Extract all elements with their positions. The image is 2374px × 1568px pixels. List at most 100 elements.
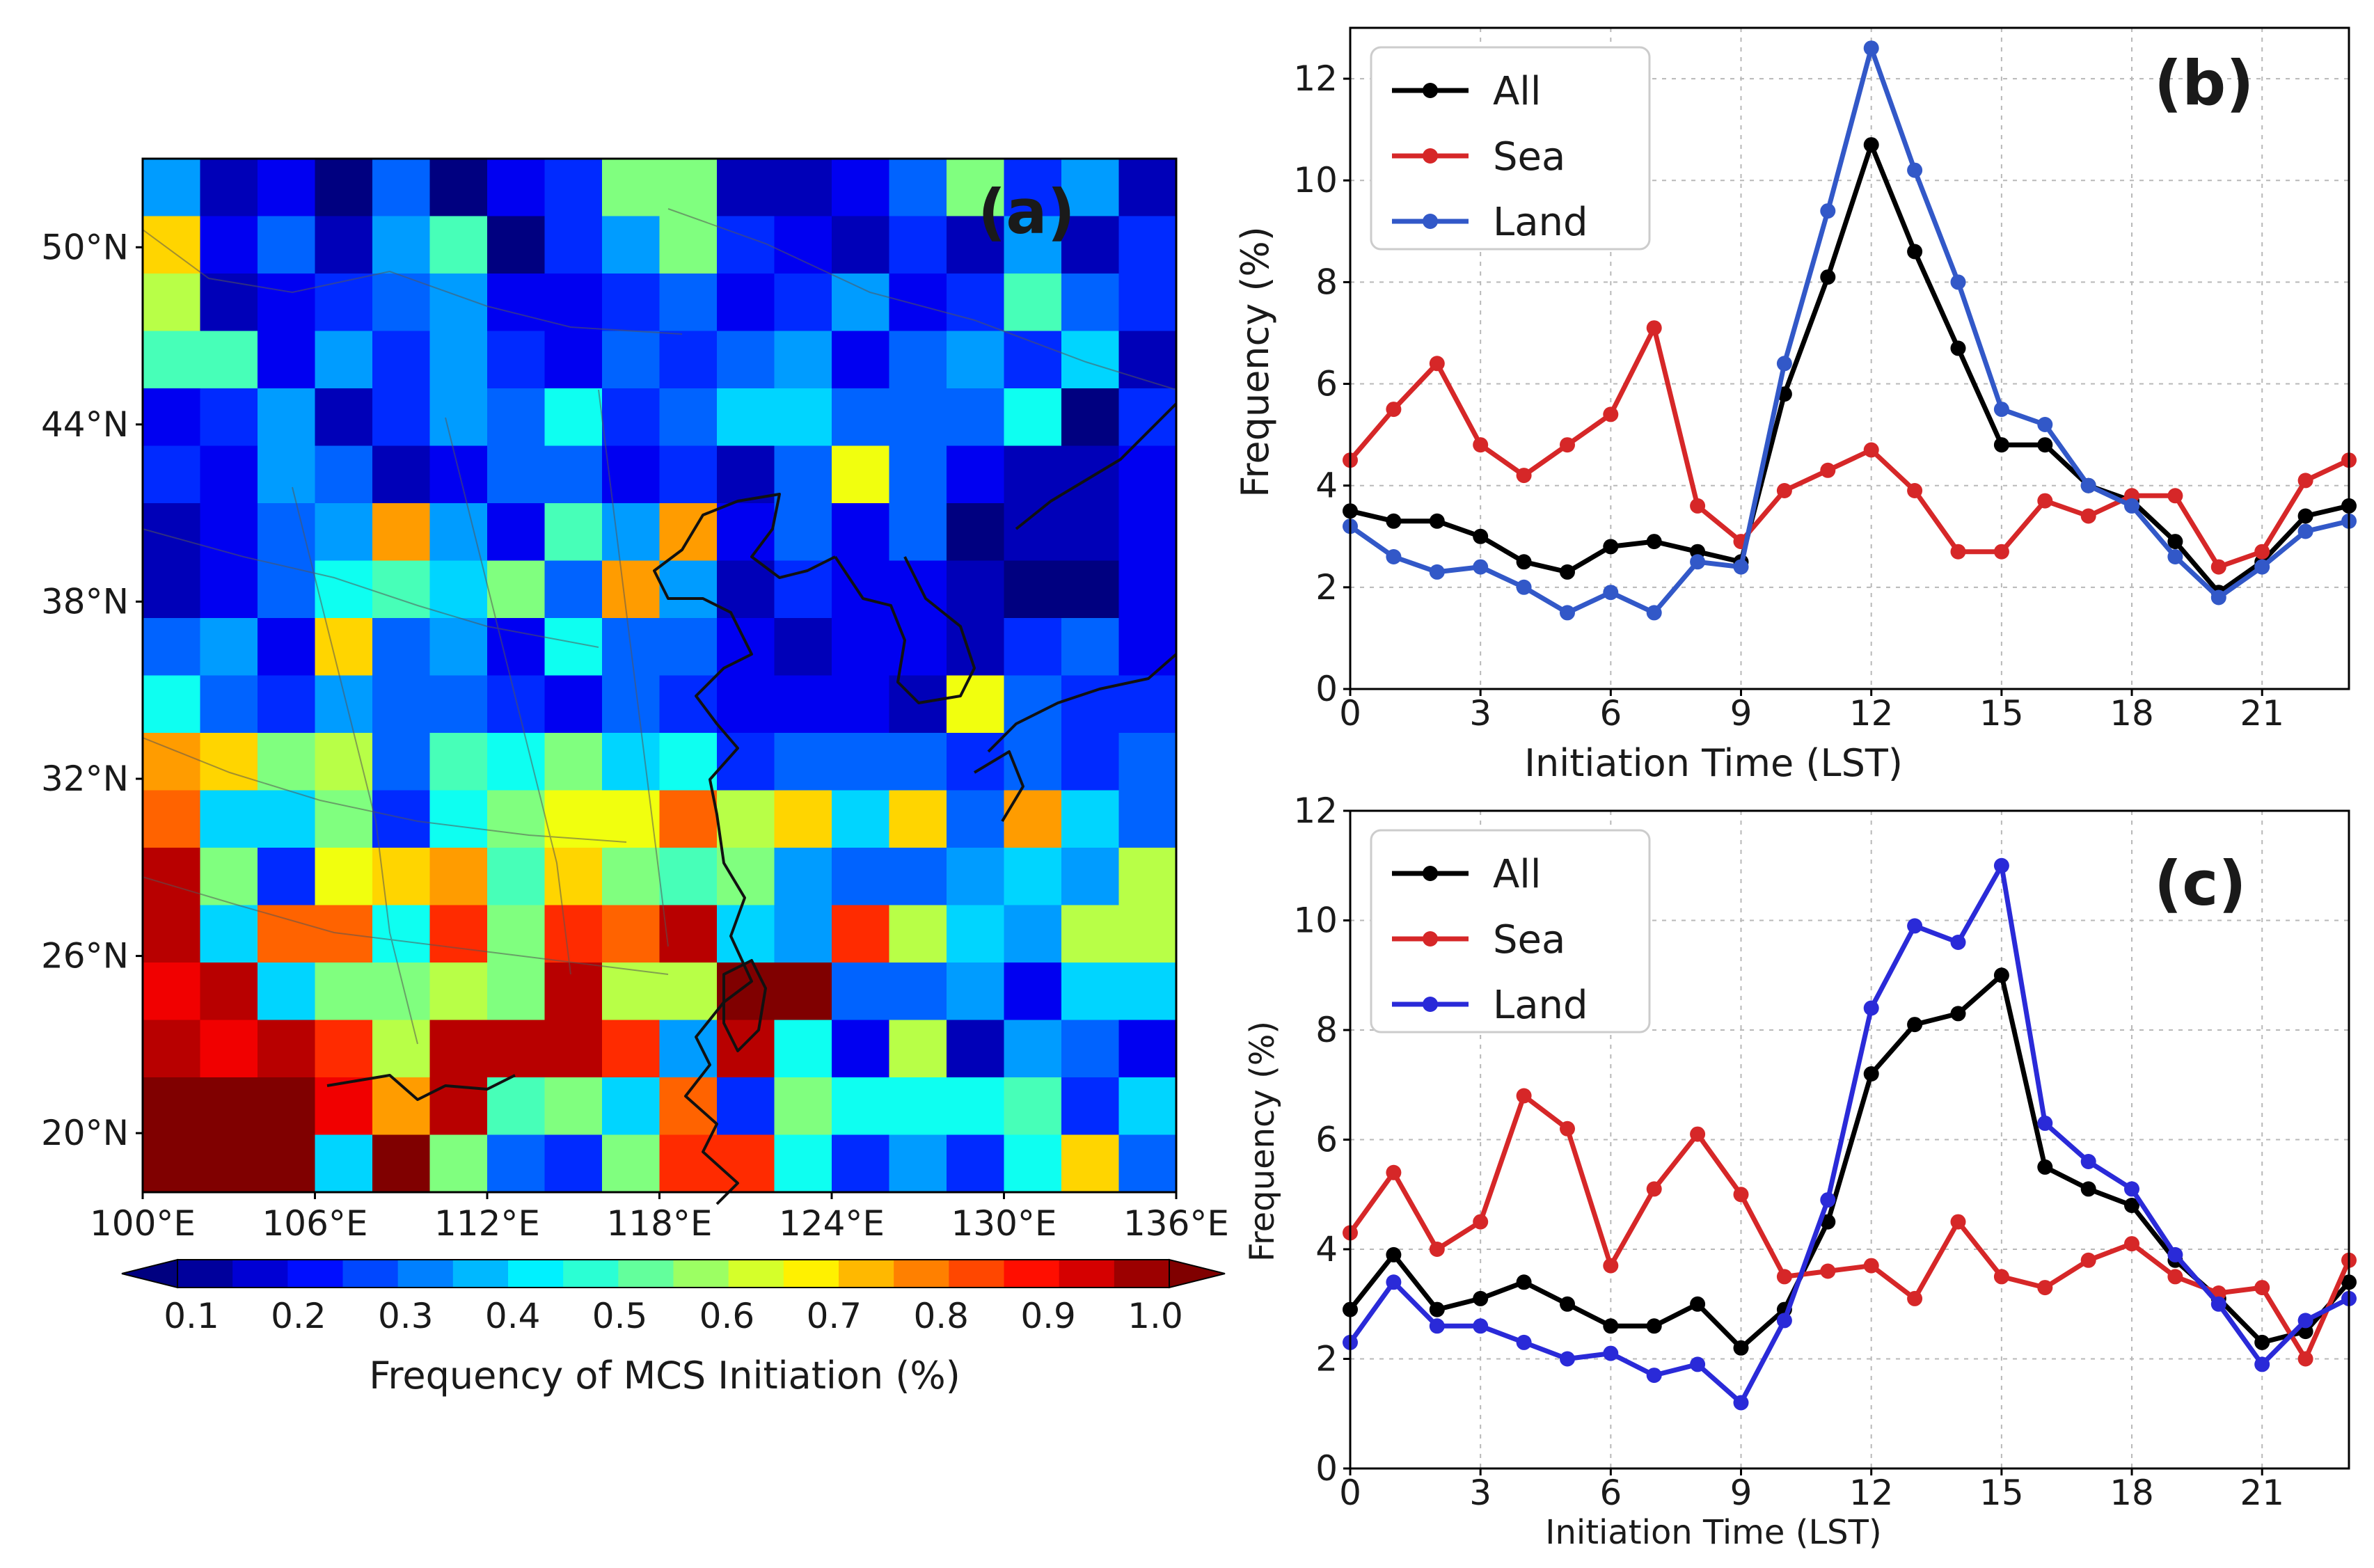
data-point-all	[1993, 437, 2009, 453]
heatmap-cell	[487, 848, 546, 906]
heatmap-cell	[143, 1020, 201, 1078]
series-sea	[1343, 320, 2357, 575]
data-point-land	[2080, 477, 2096, 493]
heatmap-cell	[832, 274, 890, 332]
heatmap-cell	[200, 790, 258, 848]
heatmap-cell	[200, 733, 258, 791]
heatmap-cell	[429, 331, 488, 389]
heatmap-cell	[258, 388, 316, 447]
heatmap-cell	[1061, 216, 1120, 274]
heatmap-cell	[258, 675, 316, 734]
heatmap-cell	[832, 216, 890, 274]
legend: All Sea Land	[1370, 829, 1651, 1034]
data-point-land	[1907, 162, 1923, 178]
heatmap-cell	[774, 503, 832, 562]
colorbar-segment	[287, 1260, 344, 1288]
heatmap-cell	[315, 733, 373, 791]
data-point-all	[1560, 564, 1575, 580]
heatmap-cell	[774, 618, 832, 676]
panel-c-plot: 0 3 6 9 12 15 18 21 0 2 4 6 8 10 12 All Sea Land	[1293, 791, 2357, 1513]
coastline-hainan	[326, 1074, 516, 1101]
x-tick-label: 136°E	[1123, 1203, 1229, 1244]
data-point-land	[1646, 605, 1662, 621]
colorbar-segment	[1059, 1260, 1115, 1288]
y-tick-label: 20°N	[41, 1113, 129, 1153]
heatmap-cell	[487, 159, 546, 217]
heatmap-cell	[1004, 159, 1062, 217]
heatmap-cell	[832, 159, 890, 217]
heatmap-cell	[602, 560, 660, 619]
x-tick-label: 3	[1469, 693, 1491, 734]
coastline-taiwan	[722, 959, 767, 1052]
heatmap-cell	[1061, 1020, 1120, 1078]
heatmap-cell	[429, 618, 488, 676]
colorbar-segment	[1114, 1260, 1170, 1288]
heatmap-cell	[1004, 445, 1062, 504]
data-point-land	[1820, 1192, 1836, 1208]
colorbar-segment	[894, 1260, 949, 1288]
heatmap-cell	[258, 1077, 316, 1136]
heatmap-cell	[544, 331, 603, 389]
heatmap-cell	[947, 733, 1005, 791]
heatmap-cell	[487, 1134, 546, 1193]
heatmap-cell	[544, 274, 603, 332]
heatmap-cell	[258, 905, 316, 963]
x-tick-label: 12	[1849, 693, 1894, 734]
data-point-land	[2254, 1356, 2270, 1372]
panel-c-line-chart: 0 3 6 9 12 15 18 21 0 2 4 6 8 10 12 All Sea Land (c) Init…	[1243, 791, 2357, 1552]
y-tick-label: 12	[1293, 791, 1338, 831]
heatmap-cell	[1061, 445, 1120, 504]
data-point-all	[2124, 1198, 2139, 1213]
heatmap-cell	[1118, 503, 1177, 562]
heatmap-cell	[717, 905, 775, 963]
heatmap-cell	[258, 1020, 316, 1078]
heatmap-cell	[372, 963, 431, 1021]
heatmap-cell	[1004, 560, 1062, 619]
heatmap-cell	[372, 790, 431, 848]
colorbar-tick-label: 1.0	[1127, 1296, 1183, 1336]
heatmap-cell	[1061, 159, 1120, 217]
data-point-all	[1516, 1274, 1532, 1290]
data-point-sea	[2037, 493, 2053, 509]
heatmap-cell	[372, 388, 431, 447]
heatmap-cell	[889, 1020, 947, 1078]
data-point-land	[1820, 203, 1836, 219]
y-tick-label: 38°N	[41, 581, 129, 621]
legend-label-all: All	[1493, 69, 1541, 114]
heatmap-cell	[889, 274, 947, 332]
heatmap-cell	[659, 331, 718, 389]
heatmap-cell	[372, 560, 431, 619]
x-tick-label: 6	[1599, 1473, 1622, 1513]
data-point-sea	[1907, 483, 1923, 498]
x-tick-label: 106°E	[262, 1203, 367, 1244]
heatmap-cell	[315, 618, 373, 676]
heatmap-cell	[774, 560, 832, 619]
data-point-all	[1386, 1246, 1402, 1262]
y-tick-label: 10	[1293, 160, 1338, 200]
data-point-land	[1993, 857, 2009, 873]
heatmap-cell	[200, 675, 258, 734]
heatmap-cell	[717, 388, 775, 447]
heatmap-cells	[143, 159, 1177, 1193]
heatmap-cell	[315, 560, 373, 619]
series-line-all	[1350, 142, 2350, 595]
heatmap-cell	[487, 963, 546, 1021]
heatmap-cell	[258, 618, 316, 676]
data-point-land	[2254, 559, 2270, 575]
heatmap-cell	[832, 675, 890, 734]
colorbar-segment	[232, 1260, 288, 1288]
panel-c-ylabel: Frequency (%)	[1243, 1021, 1282, 1262]
heatmap-cell	[947, 159, 1005, 217]
data-point-all	[1690, 1296, 1706, 1312]
data-point-land	[1950, 274, 1966, 290]
heatmap-cell	[487, 331, 546, 389]
data-point-all	[1473, 528, 1489, 544]
heatmap-cell	[659, 733, 718, 791]
legend-label-land: Land	[1493, 200, 1588, 245]
y-tick-label: 0	[1315, 1448, 1338, 1489]
heatmap-cell	[602, 503, 660, 562]
colorbar-segment	[839, 1260, 894, 1288]
heatmap-cell	[1004, 1020, 1062, 1078]
heatmap-cell	[200, 1134, 258, 1193]
